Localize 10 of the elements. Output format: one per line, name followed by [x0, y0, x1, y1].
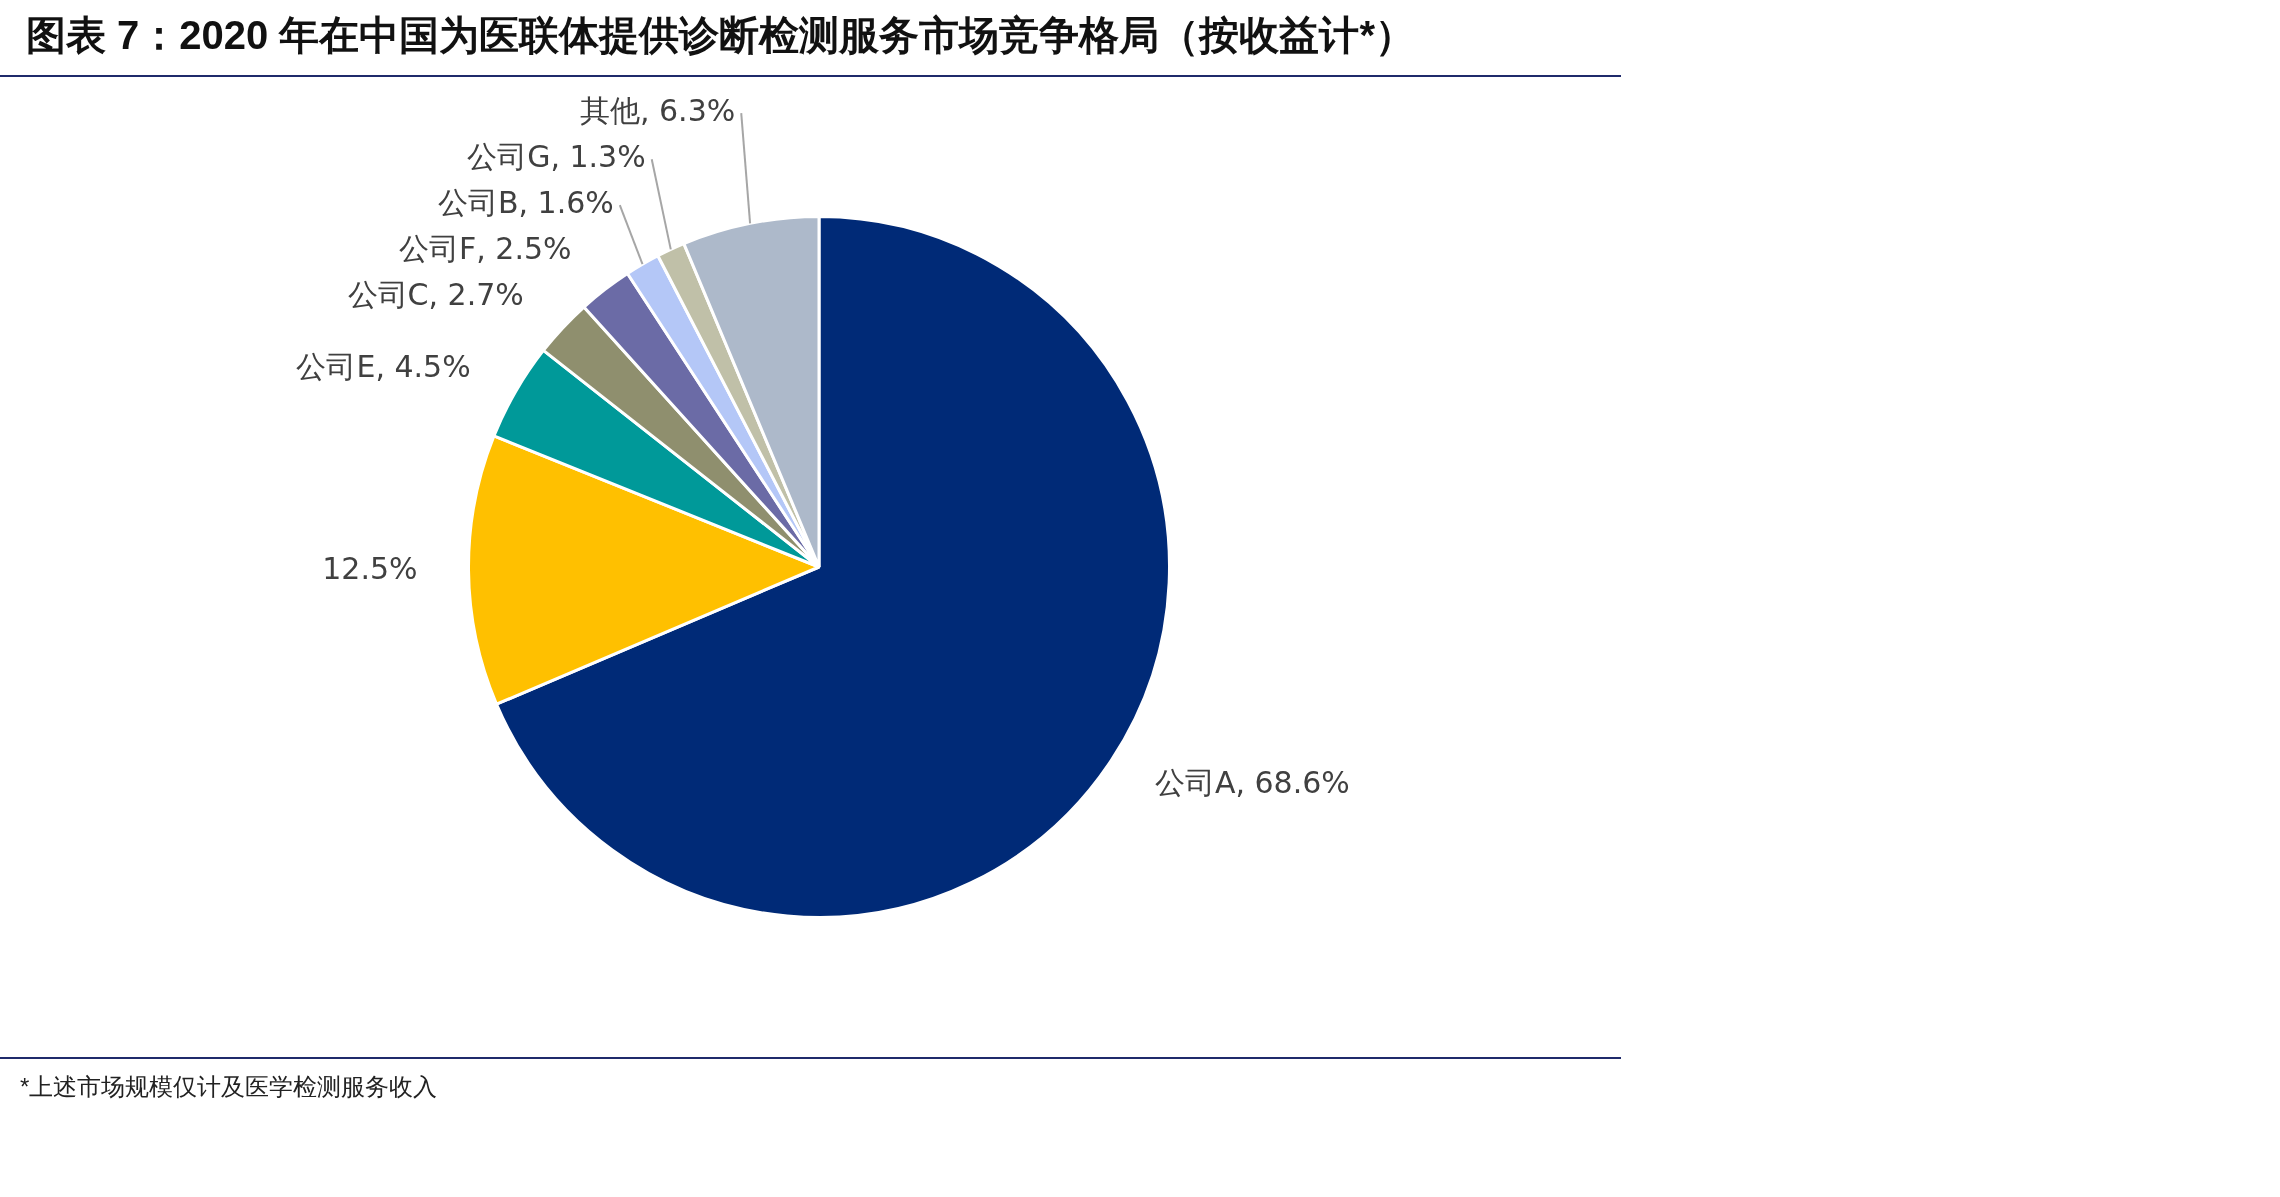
chart-title: 图表 7：2020 年在中国为医联体提供诊断检测服务市场竞争格局（按收益计*）: [0, 0, 1621, 77]
slice-label: 公司B, 1.6%: [437, 184, 614, 220]
slice-label: 公司A, 68.6%: [1154, 764, 1350, 800]
slice-label: 其他, 6.3%: [579, 92, 736, 128]
slice-label: 公司C, 2.7%: [347, 276, 524, 312]
text: *上述市场规模仅计及医学检测服务收入: [20, 1072, 439, 1102]
data-label: 12.5%: [322, 550, 418, 586]
slice-label: 公司G, 1.3%: [467, 138, 646, 174]
slice-label: 公司E, 4.5%: [296, 348, 471, 384]
slice-label: 公司F, 2.5%: [399, 230, 572, 266]
